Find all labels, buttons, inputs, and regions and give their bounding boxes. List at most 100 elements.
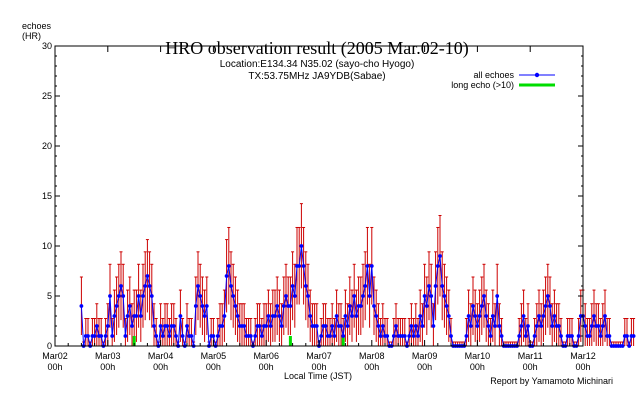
- all-echoes-point: [550, 324, 555, 328]
- all-echoes-point: [323, 324, 328, 328]
- all-echoes-point: [418, 314, 423, 318]
- y-tick-label: 5: [47, 291, 52, 301]
- x-tick-label-date: Mar02: [42, 351, 68, 361]
- y-axis-label-line1: echoes: [22, 21, 52, 31]
- x-tick-label-hour: 00h: [206, 362, 221, 372]
- all-echoes-point: [471, 304, 475, 308]
- all-echoes-point: [341, 334, 346, 338]
- all-echoes-point: [589, 324, 594, 328]
- all-echoes-point: [422, 294, 427, 298]
- all-echoes-point: [411, 334, 416, 338]
- all-echoes-point: [167, 334, 172, 338]
- all-echoes-point: [149, 294, 154, 298]
- all-echoes-point: [367, 294, 372, 298]
- all-echoes-point: [196, 284, 200, 288]
- all-echoes-point: [347, 304, 352, 308]
- all-echoes-point: [352, 294, 357, 298]
- all-echoes-point: [308, 314, 313, 318]
- all-echoes-point: [299, 244, 304, 248]
- all-echoes-point: [473, 314, 478, 318]
- all-echoes-point: [303, 284, 308, 288]
- all-echoes-point: [110, 334, 115, 338]
- all-echoes-point: [576, 334, 581, 338]
- all-echoes-point: [446, 314, 451, 318]
- x-tick-label-date: Mar10: [465, 351, 491, 361]
- all-echoes-point: [314, 324, 319, 328]
- all-echoes-point: [440, 284, 445, 288]
- all-echoes-point: [493, 324, 497, 328]
- all-echoes-point: [468, 324, 473, 328]
- all-echoes-point: [631, 334, 636, 338]
- all-echoes-point: [154, 334, 159, 338]
- all-echoes-point: [385, 334, 390, 338]
- all-echoes-point: [105, 324, 110, 328]
- x-tick-label-date: Mar07: [306, 351, 332, 361]
- all-echoes-point: [86, 334, 90, 338]
- all-echoes-point: [141, 294, 145, 298]
- all-echoes-point: [92, 334, 97, 338]
- all-echoes-point: [189, 334, 194, 338]
- chart-subtitle-transmitter: TX:53.75MHz JA9YDB(Sabae): [248, 71, 385, 82]
- all-echoes-point: [365, 264, 370, 268]
- all-echoes-point: [171, 324, 176, 328]
- x-tick-label-date: Mar03: [95, 351, 121, 361]
- all-echoes-point: [620, 344, 625, 348]
- all-echoes-point: [152, 324, 156, 328]
- all-echoes-point: [607, 334, 612, 338]
- all-echoes-point: [548, 304, 552, 308]
- x-tick-label-date: Mar06: [253, 351, 279, 361]
- all-echoes-point: [328, 334, 332, 338]
- all-echoes-point: [121, 294, 126, 298]
- x-tick-label-hour: 00h: [47, 362, 62, 372]
- x-axis-ticks: Mar0200hMar0300hMar0400hMar0500hMar0600h…: [42, 46, 596, 372]
- all-echoes-point: [429, 294, 434, 298]
- all-echoes-point: [193, 304, 198, 308]
- y-tick-label: 10: [42, 241, 52, 251]
- all-echoes-point: [165, 324, 170, 328]
- x-tick-label-date: Mar12: [570, 351, 596, 361]
- all-echoes-point: [114, 304, 119, 308]
- all-echoes-point: [211, 334, 216, 338]
- all-echoes-point: [484, 314, 489, 318]
- all-echoes-point: [143, 284, 148, 288]
- y-axis-label-line2: (HR): [22, 31, 41, 41]
- all-echoes-point: [248, 334, 253, 338]
- all-echoes-point: [592, 314, 596, 318]
- plot-marks: [79, 203, 636, 348]
- all-echoes-point: [532, 334, 537, 338]
- all-echoes-point: [345, 324, 350, 328]
- chart-subtitle-location: Location:E134.34 N35.02 (sayo-cho Hyogo): [220, 59, 415, 70]
- all-echoes-point: [264, 324, 269, 328]
- x-tick-label-hour: 00h: [364, 362, 379, 372]
- all-echoes-point: [627, 344, 632, 348]
- all-echoes-point: [361, 294, 365, 298]
- all-echoes-point: [407, 334, 412, 338]
- all-echoes-point: [488, 334, 493, 338]
- all-echoes-point: [537, 314, 541, 318]
- all-echoes-point: [363, 284, 368, 288]
- all-echoes-point: [556, 324, 561, 328]
- all-echoes-point: [253, 334, 258, 338]
- all-echoes-point: [490, 314, 495, 318]
- all-echoes-point: [277, 314, 282, 318]
- y-tick-label: 0: [47, 341, 52, 351]
- all-echoes-point: [583, 324, 588, 328]
- all-echoes-point: [147, 284, 152, 288]
- all-echoes-point: [541, 314, 546, 318]
- all-echoes-point: [226, 264, 231, 268]
- all-echoes-point: [416, 334, 420, 338]
- all-echoes-point: [180, 334, 185, 338]
- all-echoes-point: [449, 334, 453, 338]
- all-echoes-point: [603, 314, 607, 318]
- legend-label-all-echoes: all echoes: [473, 70, 514, 80]
- all-echoes-point: [495, 294, 500, 298]
- all-echoes-point: [433, 284, 438, 288]
- all-echoes-point: [376, 324, 381, 328]
- all-echoes-point: [119, 284, 123, 288]
- all-echoes-point: [99, 334, 104, 338]
- y-tick-label: 15: [42, 191, 52, 201]
- all-echoes-point: [369, 264, 374, 268]
- x-tick-label-date: Mar04: [148, 351, 174, 361]
- all-echoes-point: [409, 324, 414, 328]
- all-echoes-point: [330, 324, 335, 328]
